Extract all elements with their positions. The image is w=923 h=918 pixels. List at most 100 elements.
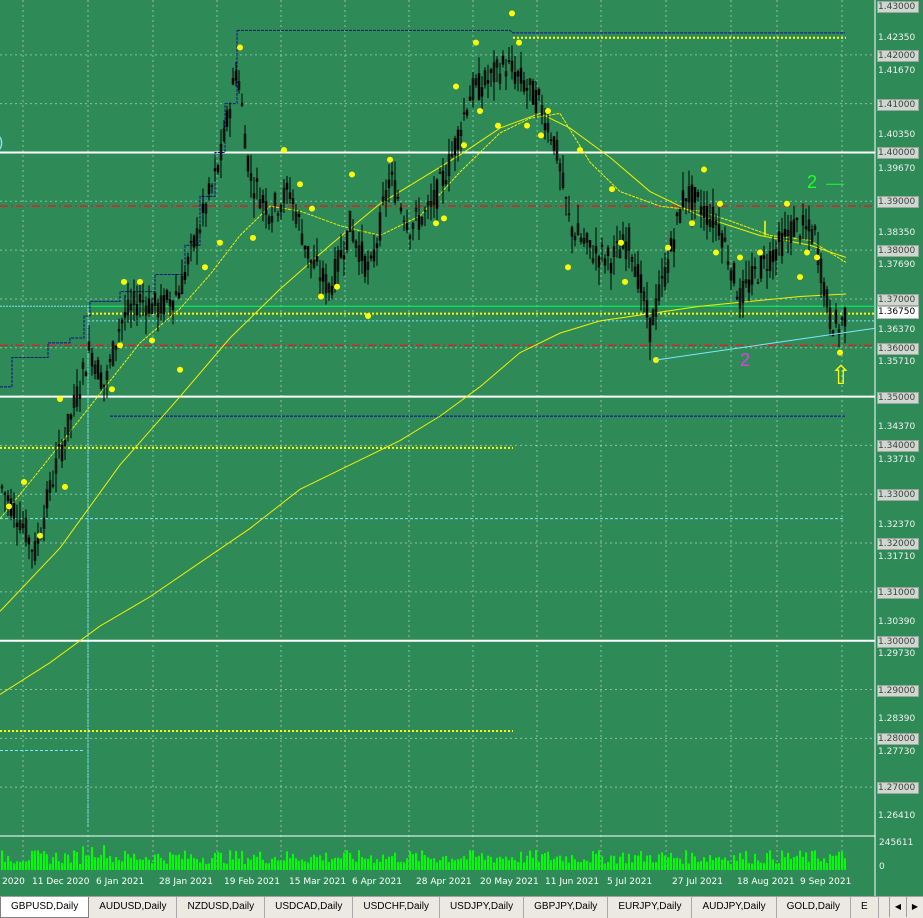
volume-bar bbox=[133, 853, 135, 870]
volume-bar bbox=[568, 862, 570, 870]
volume-bar bbox=[373, 862, 375, 870]
candle-body bbox=[774, 249, 778, 261]
volume-bar bbox=[19, 861, 21, 870]
candle-body bbox=[660, 275, 664, 279]
candle-body bbox=[570, 227, 574, 237]
volume-bar bbox=[547, 851, 549, 870]
volume-bar bbox=[214, 852, 216, 870]
volume-bar bbox=[106, 857, 108, 870]
volume-bar bbox=[841, 851, 843, 870]
volume-bar bbox=[643, 861, 645, 870]
price-label: 1.31710 bbox=[878, 552, 916, 563]
candle-body bbox=[324, 274, 328, 294]
volume-bar bbox=[70, 862, 72, 870]
chart-grid bbox=[0, 0, 876, 896]
volume-bar bbox=[418, 861, 420, 870]
volume-bar bbox=[457, 859, 459, 870]
price-label: 1.37000 bbox=[877, 293, 919, 306]
volume-bar bbox=[76, 852, 78, 870]
candle-body bbox=[765, 268, 769, 271]
volume-bar bbox=[634, 855, 636, 870]
volume-bar bbox=[541, 854, 543, 870]
candle-body bbox=[561, 172, 565, 188]
candle-body bbox=[573, 235, 577, 241]
fractal-dot bbox=[618, 239, 624, 246]
volume-bar bbox=[697, 861, 699, 870]
volume-bar bbox=[34, 850, 36, 870]
volume-bar bbox=[691, 852, 693, 870]
volume-bar bbox=[238, 858, 240, 870]
wave-label-green: 2 bbox=[807, 172, 818, 192]
tab-audusd-daily[interactable]: AUDUSD,Daily bbox=[89, 897, 178, 918]
volume-bar bbox=[499, 856, 501, 870]
candle-body bbox=[702, 206, 706, 219]
tab-scroll-left-icon[interactable]: ◀ bbox=[889, 897, 906, 917]
candle-body bbox=[132, 291, 136, 306]
price-label: 1.41000 bbox=[877, 98, 919, 111]
volume-bar bbox=[247, 858, 249, 870]
tab-usdcad-daily[interactable]: USDCAD,Daily bbox=[265, 897, 354, 918]
candle-body bbox=[579, 237, 583, 242]
volume-bar bbox=[328, 862, 330, 870]
volume-bar bbox=[235, 850, 237, 870]
tab-audjpy-daily[interactable]: AUDJPY,Daily bbox=[692, 897, 777, 918]
candle-body bbox=[279, 205, 283, 212]
volume-bar bbox=[388, 856, 390, 870]
price-chart[interactable] bbox=[0, 0, 923, 896]
candle-body bbox=[42, 517, 46, 529]
candle-body bbox=[186, 256, 190, 265]
candle-body bbox=[282, 187, 286, 204]
candle-body bbox=[69, 414, 73, 420]
tab-eurjpy-daily[interactable]: EURJPY,Daily bbox=[608, 897, 693, 918]
volume-bar bbox=[553, 858, 555, 870]
volume-bar bbox=[511, 857, 513, 870]
candle-body bbox=[750, 266, 754, 285]
fractal-dot bbox=[622, 278, 628, 285]
fractal-dot bbox=[797, 273, 803, 280]
candle-body bbox=[729, 270, 733, 281]
volume-bar bbox=[346, 850, 348, 870]
volume-bar bbox=[409, 851, 411, 870]
volume-histogram bbox=[1, 845, 846, 870]
candle-body bbox=[387, 179, 391, 189]
tab-e[interactable]: E bbox=[851, 897, 879, 918]
fractal-dot bbox=[309, 205, 315, 212]
date-label: 9 Sep 2021 bbox=[800, 877, 852, 887]
volume-bar bbox=[604, 863, 606, 870]
candle-body bbox=[567, 213, 571, 216]
fractal-dot bbox=[609, 186, 615, 193]
candle-body bbox=[555, 140, 559, 161]
candle-body bbox=[654, 298, 658, 317]
tab-nzdusd-daily[interactable]: NZDUSD,Daily bbox=[177, 897, 266, 918]
fractal-dot bbox=[538, 132, 544, 139]
volume-bar bbox=[538, 861, 540, 870]
volume-bar bbox=[403, 862, 405, 870]
tab-usdchf-daily[interactable]: USDCHF,Daily bbox=[353, 897, 440, 918]
candle-body bbox=[231, 78, 235, 85]
price-label: 1.33710 bbox=[878, 454, 916, 465]
candle-body bbox=[471, 78, 475, 100]
volume-bar bbox=[679, 858, 681, 870]
tab-scroll-right-icon[interactable]: ▶ bbox=[906, 897, 923, 917]
tab-gbpjpy-daily[interactable]: GBPJPY,Daily bbox=[524, 897, 609, 918]
candle-body bbox=[531, 80, 535, 105]
tab-gold-daily[interactable]: GOLD,Daily bbox=[777, 897, 852, 918]
candle-body bbox=[318, 277, 322, 281]
candle-body bbox=[723, 237, 727, 242]
candle-body bbox=[510, 60, 514, 72]
candle-body bbox=[63, 440, 67, 446]
volume-bar bbox=[586, 860, 588, 870]
price-label: 1.36370 bbox=[878, 324, 916, 335]
volume-bar bbox=[655, 862, 657, 870]
candle-body bbox=[291, 198, 295, 205]
candle-body bbox=[585, 233, 589, 243]
tab-usdjpy-daily[interactable]: USDJPY,Daily bbox=[440, 897, 525, 918]
fractal-dot bbox=[433, 220, 439, 227]
candle-body bbox=[228, 108, 232, 119]
candle-body bbox=[639, 274, 643, 293]
volume-bar bbox=[412, 854, 414, 870]
volume-bar bbox=[205, 863, 207, 870]
tab-gbpusd-daily[interactable]: GBPUSD,Daily bbox=[0, 897, 90, 918]
volume-bar bbox=[139, 859, 141, 870]
candle-body bbox=[30, 550, 34, 552]
